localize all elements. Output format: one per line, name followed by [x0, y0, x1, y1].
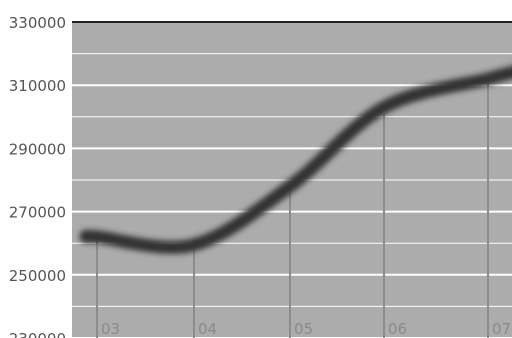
y-tick-label: 290000 — [9, 140, 66, 158]
y-tick-label: 230000 — [9, 330, 66, 338]
x-tick-label: 06 — [388, 320, 407, 338]
x-tick-label: 04 — [198, 320, 217, 338]
x-axis-tick-labels: 03 04 05 06 07 — [101, 320, 511, 338]
x-tick-label: 07 — [492, 320, 511, 338]
y-axis-tick-labels: 330000 310000 290000 270000 250000 230000 — [9, 14, 66, 338]
y-tick-label: 330000 — [9, 14, 66, 32]
y-tick-label: 250000 — [9, 267, 66, 285]
x-tick-label: 03 — [101, 320, 120, 338]
series-line — [79, 65, 512, 254]
drop-lines — [96, 77, 489, 338]
x-tick-label: 05 — [294, 320, 313, 338]
y-tick-label: 310000 — [9, 77, 66, 95]
y-tick-label: 270000 — [9, 204, 66, 222]
